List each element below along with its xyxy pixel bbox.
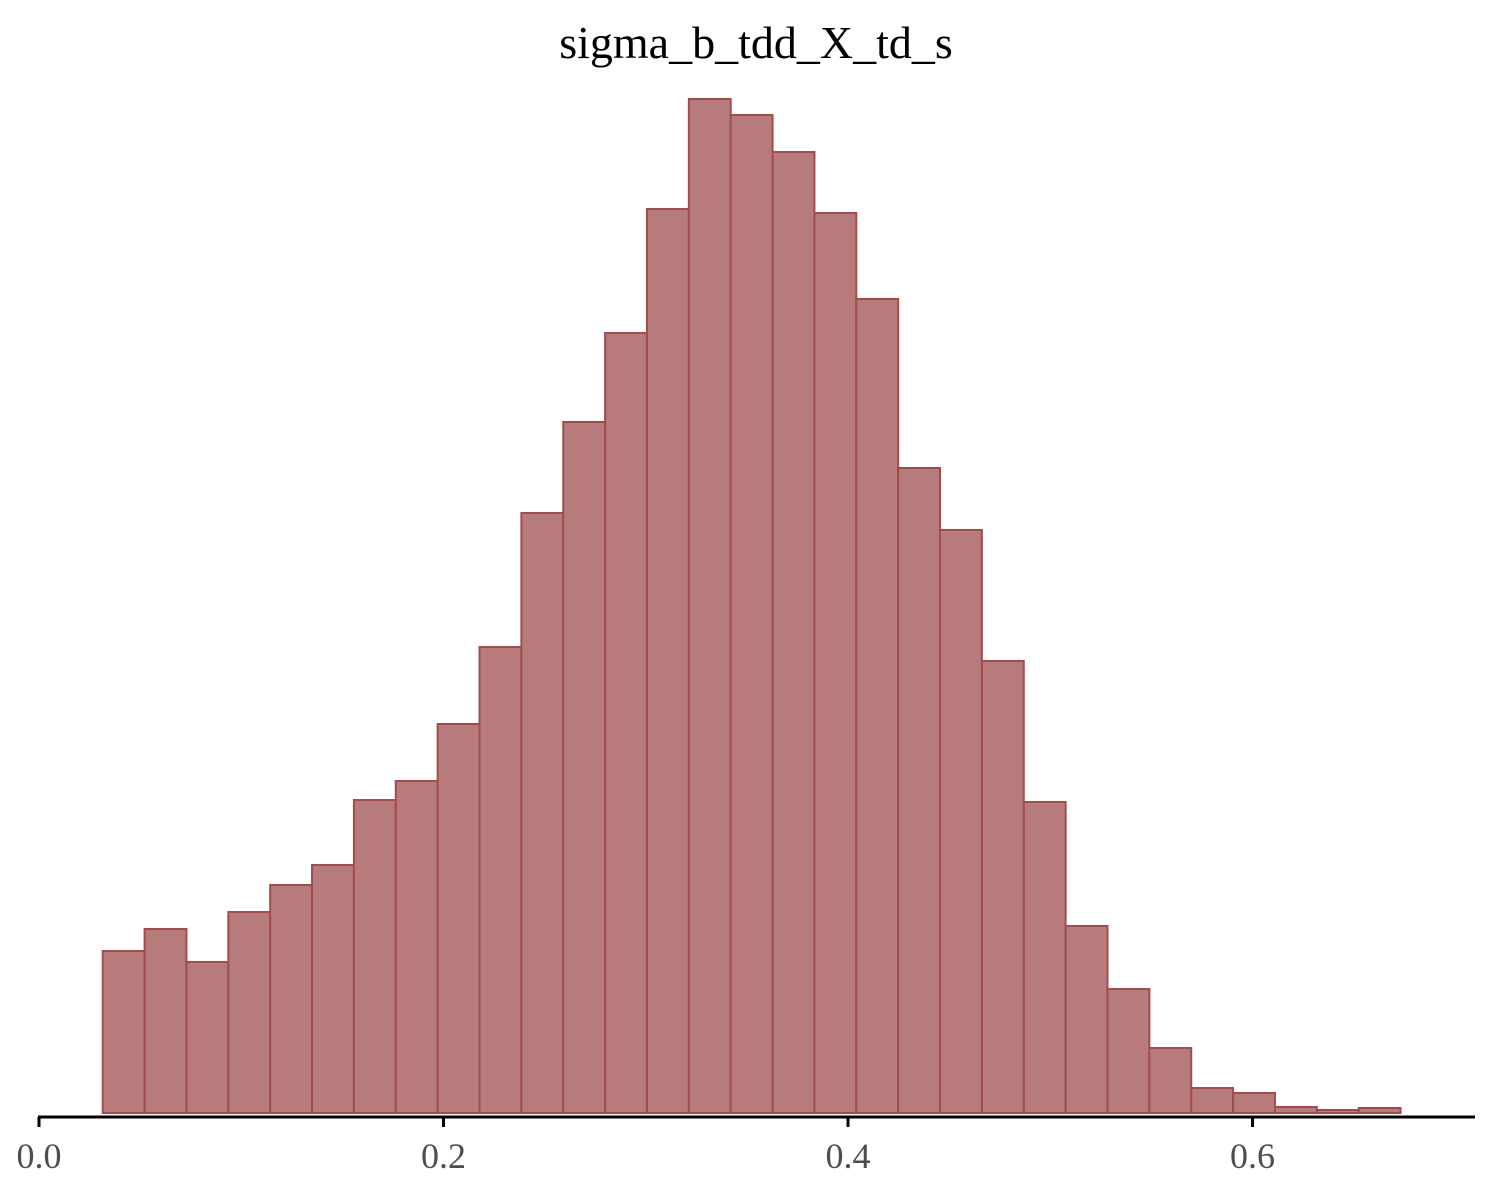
histogram-bar (269, 884, 314, 1114)
histogram-bar (1273, 1106, 1318, 1114)
histogram-bar (520, 512, 565, 1114)
histogram-bar (311, 864, 355, 1114)
histogram-bar (980, 660, 1025, 1114)
histogram-bar (143, 928, 188, 1114)
histogram-bar (1232, 1092, 1276, 1114)
histogram-bar (645, 208, 690, 1114)
histogram-bar (1064, 925, 1109, 1114)
histogram-bar (729, 114, 774, 1114)
histogram-bar (897, 467, 942, 1114)
x-tick-label: 0.6 (1230, 1136, 1275, 1176)
histogram-bar (1357, 1107, 1402, 1114)
x-tick-label: 0.0 (17, 1136, 62, 1176)
histogram-bar (436, 723, 481, 1114)
histogram-bar (478, 646, 523, 1114)
histogram-bar (562, 421, 607, 1114)
histogram-bar (1148, 1047, 1193, 1114)
x-tick-label: 0.4 (826, 1136, 871, 1176)
x-axis-ticks: 0.0 0.2 0.4 0.6 (17, 1117, 1275, 1176)
x-tick-label: 0.2 (421, 1136, 466, 1176)
histogram-bars (101, 98, 1402, 1114)
histogram-bar (227, 911, 272, 1114)
histogram-bar (604, 332, 648, 1114)
histogram-bar (1106, 988, 1151, 1114)
histogram-bar (939, 529, 983, 1114)
histogram-bar (352, 799, 397, 1114)
histogram-bar (1190, 1087, 1235, 1114)
histogram-bar (185, 961, 230, 1114)
chart-title: sigma_b_tdd_X_td_s (559, 17, 953, 68)
histogram-bar (687, 98, 732, 1114)
histogram-bar (1315, 1109, 1360, 1114)
histogram-bar (1022, 801, 1067, 1114)
histogram-bar (813, 212, 858, 1114)
histogram-bar (855, 298, 900, 1114)
histogram-bar (101, 950, 146, 1114)
histogram-bar (771, 151, 816, 1114)
histogram-bar (394, 780, 439, 1114)
